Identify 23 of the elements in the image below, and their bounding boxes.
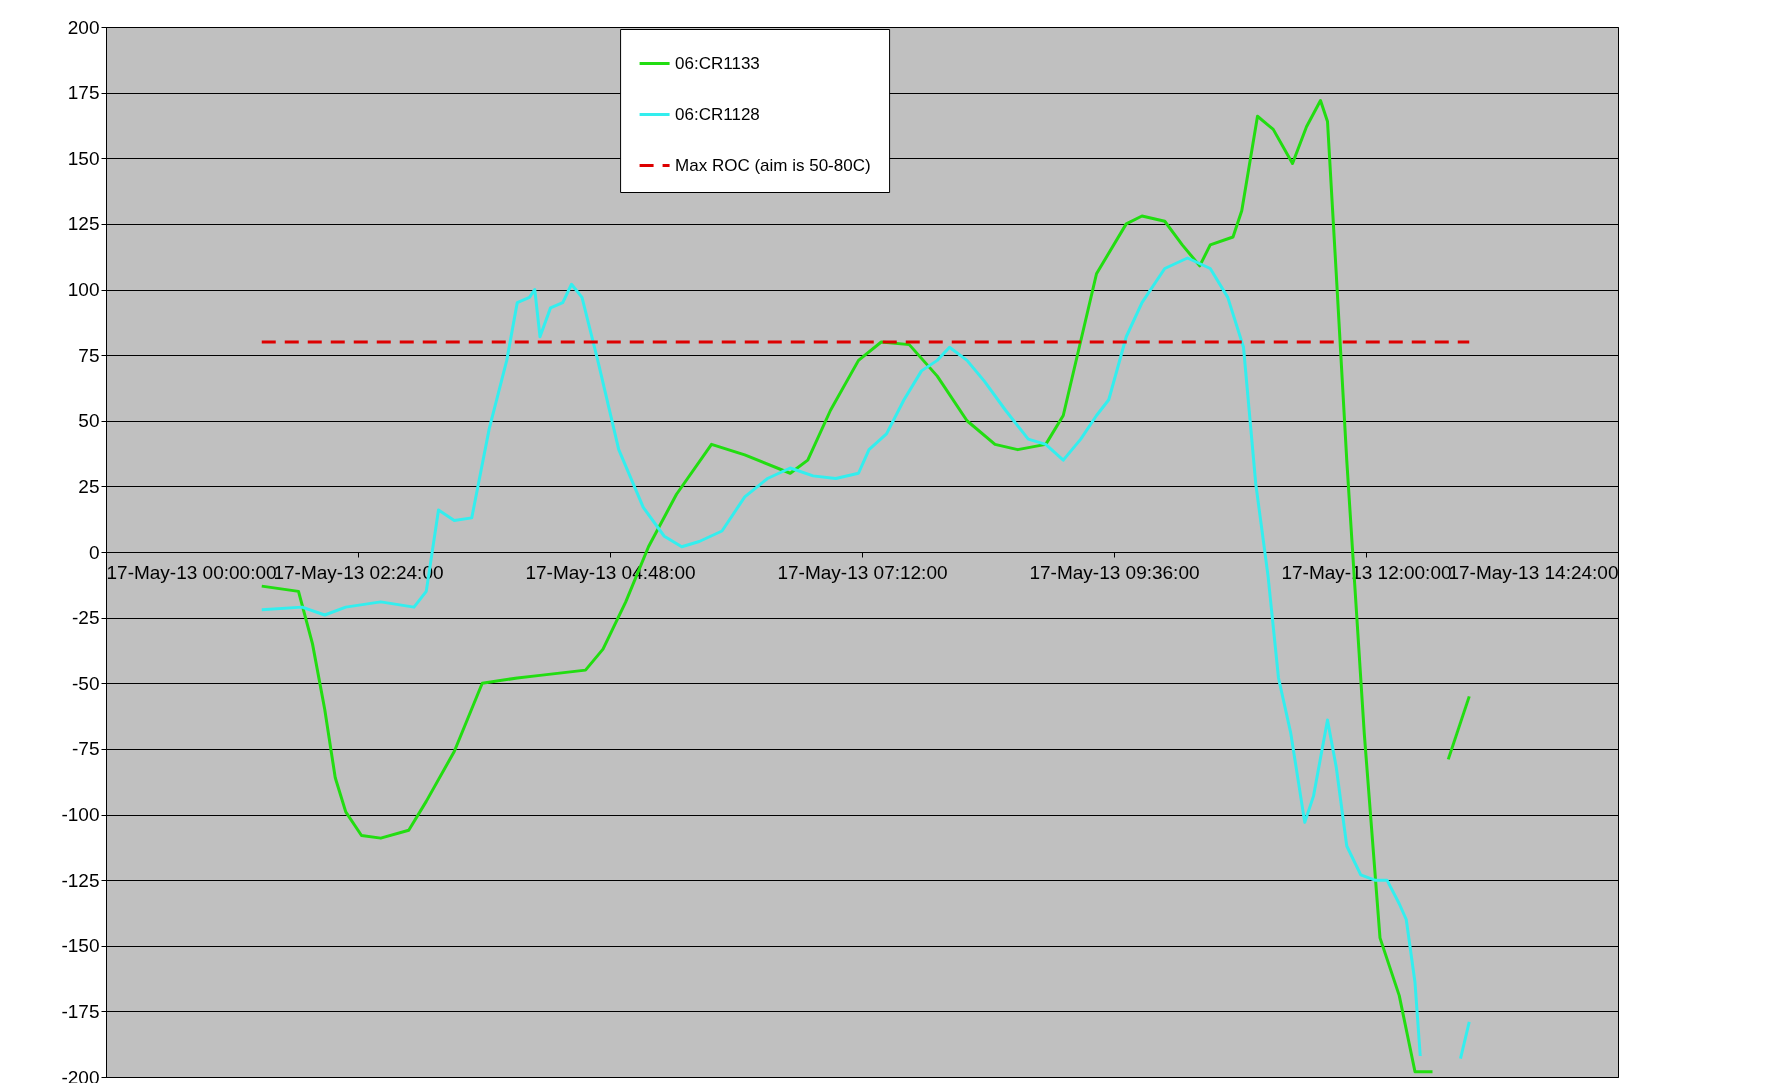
legend-label: Max ROC (aim is 50-80C) [675, 155, 871, 175]
x-tick-label: 17-May-13 07:12:00 [777, 561, 948, 583]
y-tick-label: 25 [78, 475, 100, 497]
y-tick-label: -100 [61, 804, 100, 825]
y-tick-label: 200 [67, 16, 100, 38]
y-tick-label: -175 [61, 1000, 100, 1022]
y-tick-label: -75 [72, 738, 100, 760]
legend-label: 06:CR1128 [675, 104, 760, 124]
y-tick-label: 50 [78, 410, 100, 432]
y-tick-label: 100 [67, 279, 100, 300]
x-tick-label: 17-May-13 09:36:00 [1029, 561, 1200, 583]
y-tick-label: -50 [72, 672, 100, 694]
y-tick-label: 150 [67, 147, 100, 169]
y-tick-label: -150 [61, 935, 100, 957]
y-tick-label: 125 [67, 213, 100, 235]
x-tick-label: 17-May-13 00:00:00 [106, 561, 277, 583]
y-tick-label: 75 [78, 344, 100, 366]
legend-label: 06:CR1133 [675, 53, 760, 73]
y-tick-label: -125 [61, 869, 100, 891]
y-tick-label: 0 [88, 541, 100, 563]
y-tick-label: 175 [67, 82, 100, 104]
y-tick-label: -200 [61, 1066, 100, 1083]
y-tick-label: -25 [72, 607, 100, 629]
